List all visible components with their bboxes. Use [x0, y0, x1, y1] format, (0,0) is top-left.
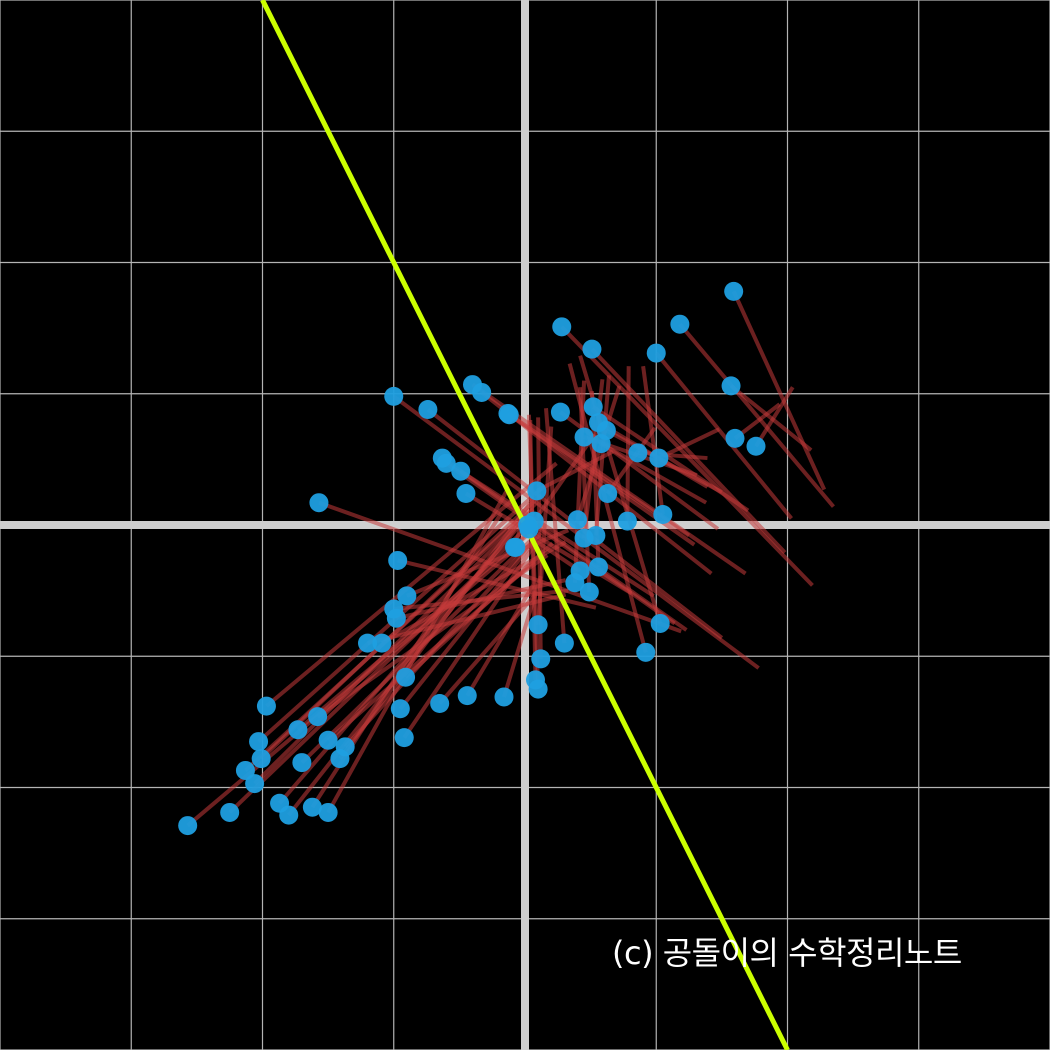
data-point [552, 317, 572, 337]
data-point [418, 400, 438, 419]
data-point [498, 403, 518, 423]
data-point [386, 608, 406, 628]
data-point [456, 484, 476, 503]
projection-connector [438, 594, 536, 705]
data-point [430, 694, 450, 713]
data-point [245, 774, 265, 794]
data-point [451, 461, 471, 481]
data-point [628, 443, 648, 463]
data-point [256, 696, 276, 716]
data-point [721, 376, 741, 396]
data-point [279, 805, 299, 825]
data-point [582, 339, 602, 359]
data-point [591, 434, 611, 454]
data-point [505, 537, 524, 557]
data-point [636, 642, 656, 662]
data-point [309, 493, 329, 513]
data-point [579, 582, 599, 602]
projection-connector [338, 500, 534, 760]
projection-connector [567, 363, 648, 653]
projection-connector [530, 536, 582, 573]
data-point [308, 707, 328, 727]
projection-connector [465, 584, 535, 697]
data-point [358, 633, 377, 653]
projection-connector [754, 386, 795, 448]
projection-connector [658, 427, 721, 460]
data-point [397, 586, 417, 606]
data-point [388, 550, 408, 570]
data-point [568, 510, 587, 530]
data-point [589, 413, 608, 433]
data-point [531, 649, 551, 669]
data-point [574, 427, 594, 447]
data-points [178, 281, 766, 836]
data-point [570, 561, 590, 581]
projection-connector [729, 384, 813, 452]
data-point [178, 816, 198, 836]
data-point [457, 686, 477, 706]
data-point [330, 749, 350, 769]
projection-connector [526, 414, 541, 690]
data-point [436, 453, 456, 473]
data-point [292, 753, 312, 773]
data-point [550, 402, 570, 422]
projection-connector [398, 531, 543, 710]
data-point [384, 386, 404, 406]
data-point [318, 802, 338, 822]
projection-connector [641, 365, 665, 515]
projection-connector [578, 387, 592, 593]
data-point [746, 436, 766, 456]
data-point [724, 281, 744, 301]
data-point [472, 382, 492, 402]
data-point [649, 448, 669, 468]
data-point [574, 528, 594, 548]
projection-connector [445, 461, 676, 626]
projection-connector [654, 351, 793, 520]
data-point [598, 484, 618, 503]
data-point [372, 633, 392, 653]
projection-connector [731, 290, 827, 491]
data-point [394, 728, 414, 748]
data-point [390, 699, 410, 719]
data-point [220, 802, 240, 822]
data-point [583, 397, 603, 417]
projection-connector [678, 322, 835, 508]
data-point [288, 720, 308, 740]
data-point [527, 481, 547, 501]
data-point [646, 343, 666, 363]
projection-connector [464, 491, 633, 595]
projection-connectors [186, 290, 835, 828]
data-point [554, 633, 574, 653]
data-point [318, 730, 338, 750]
data-point [653, 505, 673, 524]
projection-connector [402, 546, 535, 739]
projection-connector [625, 366, 631, 522]
projection-connector [395, 578, 567, 621]
data-point [650, 613, 670, 633]
data-point [528, 679, 548, 699]
data-point [670, 314, 690, 334]
data-point [249, 732, 269, 752]
projection-connector [318, 500, 682, 634]
data-point [251, 749, 271, 769]
data-point [494, 687, 514, 707]
projection-connector [590, 347, 787, 554]
data-point [617, 511, 637, 531]
projection-connector [600, 441, 708, 505]
data-point [725, 428, 745, 448]
data-point [519, 519, 539, 539]
data-point [589, 557, 608, 577]
projection-connector [544, 408, 567, 644]
projection-connector [606, 426, 657, 495]
projection-connector [637, 450, 708, 461]
data-point [528, 615, 548, 635]
data-point [396, 667, 416, 687]
watermark: (c) 공돌이의 수학정리노트 [612, 934, 962, 972]
data-point [302, 797, 322, 817]
projection-connector [259, 494, 541, 761]
